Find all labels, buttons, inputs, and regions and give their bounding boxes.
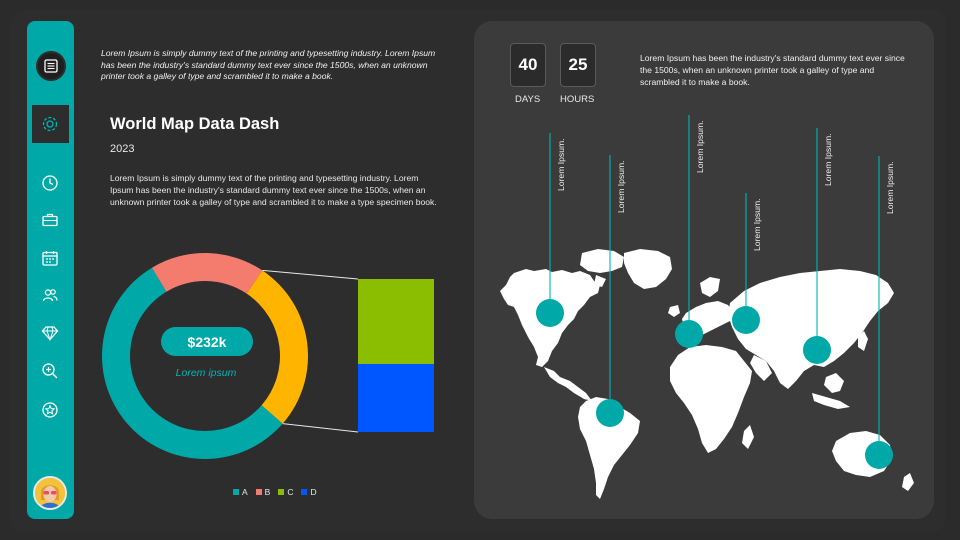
pin-label: Lorem Ipsum.	[823, 133, 833, 186]
description-text: Lorem Ipsum is simply dummy text of the …	[110, 173, 437, 208]
legend-swatch	[301, 489, 308, 495]
legend-label: D	[310, 487, 317, 497]
center-value-caption: Lorem ipsum	[175, 367, 237, 379]
diamond-icon[interactable]	[40, 323, 60, 343]
app-logo[interactable]	[36, 51, 66, 81]
pin-label: Lorem Ipsum.	[695, 120, 705, 173]
donut-slice-b	[151, 253, 263, 294]
donut-slice-c-d	[246, 270, 308, 424]
legend-item-d: D	[301, 487, 317, 497]
breakdown-bar-c	[358, 279, 434, 364]
donut-chart	[102, 253, 434, 459]
map-panel: 40 DAYS 25 HOURS Lorem Ipsum has been th…	[474, 21, 934, 519]
zoom-in-icon[interactable]	[40, 361, 60, 381]
page-year: 2023	[110, 143, 135, 155]
world-map: Lorem Ipsum. Lorem Ipsum. Lorem Ipsum. Lore…	[500, 115, 914, 499]
map-description: Lorem Ipsum has been the industry's stan…	[640, 53, 905, 88]
map-pin-marker[interactable]	[536, 299, 564, 327]
legend-label: B	[264, 487, 271, 497]
calendar-icon[interactable]	[40, 248, 60, 268]
connector-line-top	[262, 269, 359, 280]
map-pin-marker[interactable]	[865, 441, 893, 469]
sidebar-active-slot	[32, 105, 69, 143]
breakdown-bar-d	[358, 364, 434, 432]
chart-legend: A B C D	[233, 487, 317, 497]
legend-item-b: B	[255, 487, 271, 497]
map-pin-marker[interactable]	[732, 306, 760, 334]
pin-label: Lorem Ipsum.	[885, 161, 895, 214]
hours-label: HOURS	[560, 94, 595, 105]
map-pin-marker[interactable]	[596, 399, 624, 427]
intro-text: Lorem Ipsum is simply dummy text of the …	[101, 48, 436, 82]
center-value-badge: $232k	[161, 327, 253, 356]
days-counter: 40	[510, 43, 546, 87]
legend-label: C	[287, 487, 294, 497]
connector-line-bottom	[282, 423, 359, 433]
map-pin-marker[interactable]	[675, 320, 703, 348]
document-icon	[44, 59, 58, 73]
legend-swatch	[278, 489, 285, 495]
donut-slice-a	[102, 267, 283, 459]
page-title: World Map Data Dash	[110, 115, 280, 133]
pin-label: Lorem Ipsum.	[616, 160, 626, 213]
gear-icon[interactable]	[40, 114, 60, 134]
hours-counter: 25	[560, 43, 596, 87]
legend-swatch	[255, 489, 262, 495]
legend-label: A	[242, 487, 248, 497]
pin-label: Lorem Ipsum.	[556, 138, 566, 191]
clock-icon[interactable]	[40, 173, 60, 193]
legend-swatch	[233, 489, 239, 495]
avatar[interactable]	[33, 476, 67, 510]
sidebar	[27, 21, 74, 519]
days-label: DAYS	[515, 94, 541, 105]
legend-item-a: A	[233, 487, 248, 497]
user-portrait-icon	[35, 478, 65, 508]
map-pins: Lorem Ipsum. Lorem Ipsum. Lorem Ipsum. Lore…	[536, 115, 895, 469]
world-map-landmass	[500, 249, 914, 499]
legend-item-c: C	[278, 487, 293, 497]
star-badge-icon[interactable]	[40, 400, 60, 420]
pin-label: Lorem Ipsum.	[752, 198, 762, 251]
map-pin-marker[interactable]	[803, 336, 831, 364]
toolbox-icon[interactable]	[40, 210, 60, 230]
users-icon[interactable]	[40, 285, 60, 305]
